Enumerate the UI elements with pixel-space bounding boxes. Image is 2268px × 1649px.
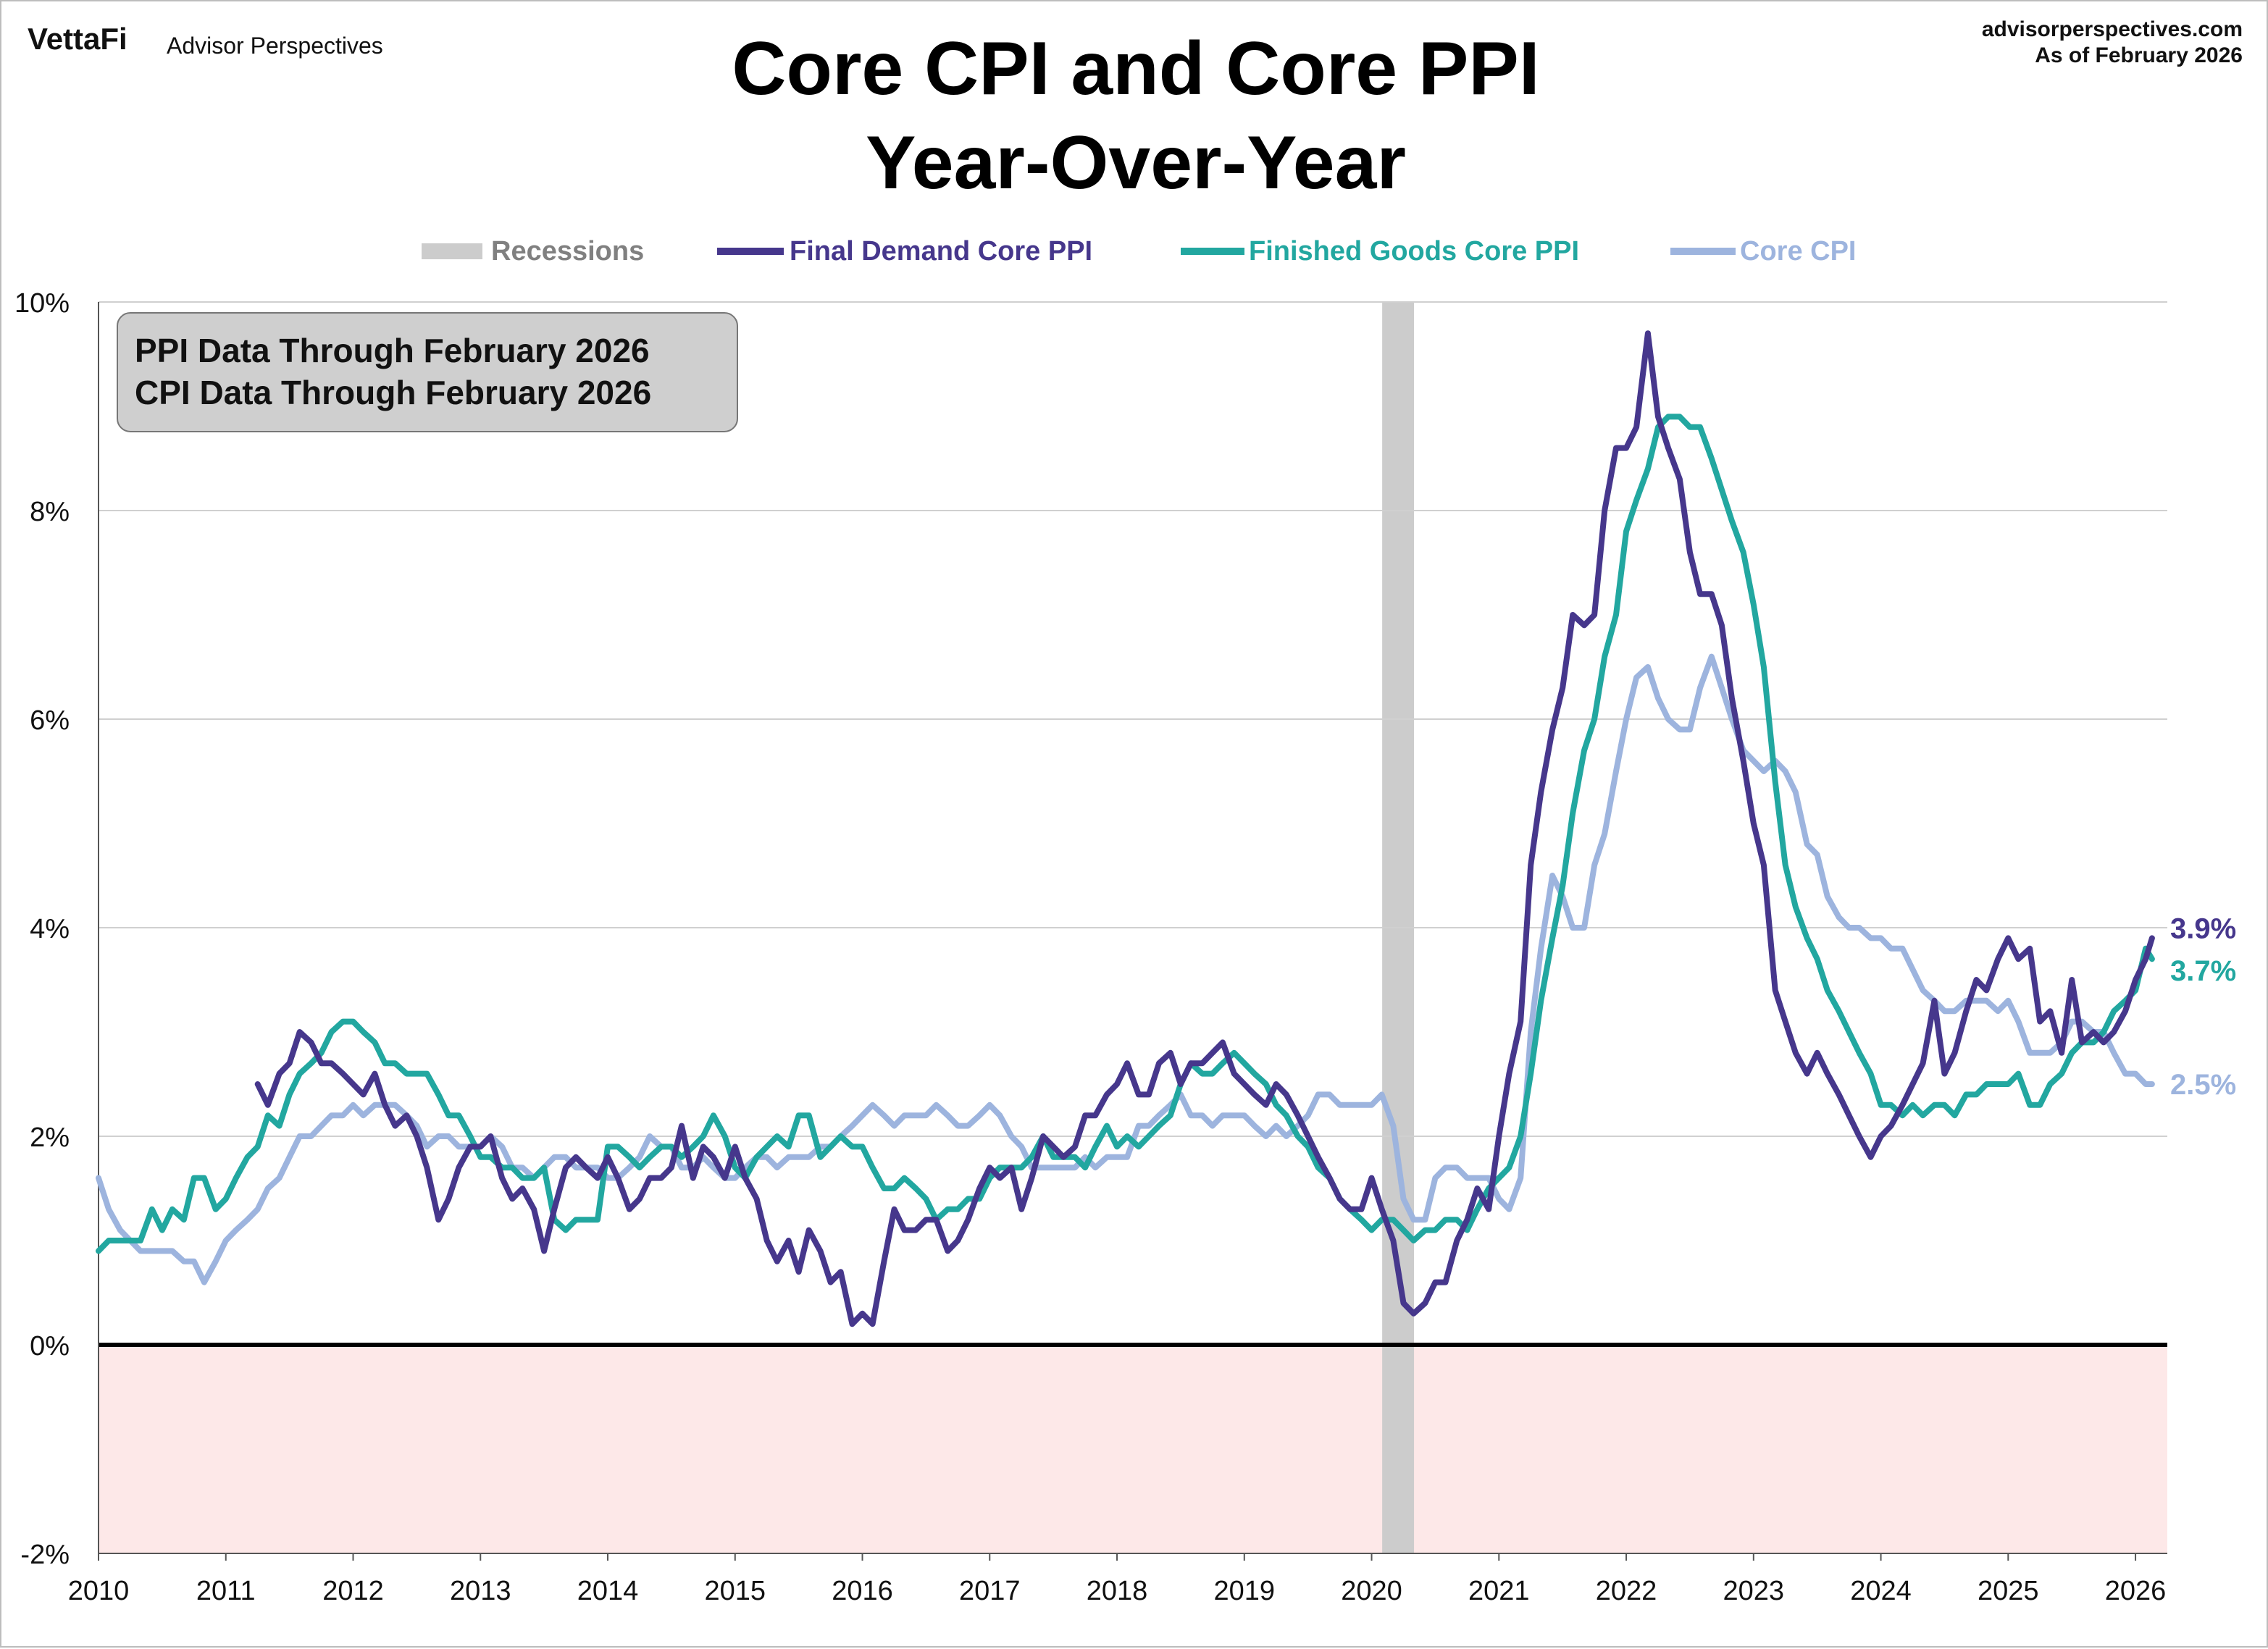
y-tick-label: 8% <box>30 497 70 527</box>
legend-item-final-demand: Final Demand Core PPI <box>717 236 1092 267</box>
x-tick-label: 2026 <box>2105 1576 2167 1606</box>
x-tick-label: 2023 <box>1723 1576 1785 1606</box>
note-cpi-through: CPI Data Through February 2026 <box>135 374 651 411</box>
y-tick-label: 0% <box>30 1331 70 1361</box>
as-of-date: As of February 2026 <box>2035 43 2243 67</box>
source-site: advisorperspectives.com <box>1982 17 2243 41</box>
y-tick-label: 4% <box>30 914 70 944</box>
y-tick-label: 10% <box>14 288 70 319</box>
series-lines <box>96 330 2155 1327</box>
chart-title-line-2: Year-Over-Year <box>866 121 1406 205</box>
vettafi-logo: VettaFi <box>28 22 127 56</box>
series-line-core-cpi <box>96 653 2155 1285</box>
brand-name: Advisor Perspectives <box>167 33 383 59</box>
x-tick-labels: 2010 2011 2012 2013 2014 2015 2016 2017 2018 2019… <box>68 1576 2167 1606</box>
x-tick-label: 2022 <box>1596 1576 1657 1606</box>
x-tick-label: 2025 <box>1978 1576 2039 1606</box>
series-line-finished-goods-core-ppi <box>96 414 2155 1254</box>
note-ppi-through: PPI Data Through February 2026 <box>135 332 650 369</box>
data-note-box: PPI Data Through February 2026 CPI Data … <box>117 312 738 432</box>
x-tick-label: 2015 <box>704 1576 766 1606</box>
legend-item-core-cpi: Core CPI <box>1670 236 1856 267</box>
y-tick-labels: -2% 0% 2% 4% 6% 8% 10% <box>14 288 70 1570</box>
legend-item-recessions: Recessions <box>422 236 644 267</box>
x-tick-label: 2012 <box>322 1576 384 1606</box>
x-tick-label: 2016 <box>832 1576 893 1606</box>
legend-label-core-cpi: Core CPI <box>1740 236 1856 267</box>
y-tick-label: 2% <box>30 1123 70 1153</box>
negative-zone <box>99 1345 2167 1553</box>
legend-label-final-demand: Final Demand Core PPI <box>790 236 1092 267</box>
x-tick-label: 2019 <box>1214 1576 1276 1606</box>
y-tick-label: 6% <box>30 705 70 736</box>
legend-label-recessions: Recessions <box>491 236 644 267</box>
x-tick-label: 2013 <box>450 1576 511 1606</box>
series-line-final-demand-core-ppi <box>254 330 2155 1327</box>
x-tick-label: 2018 <box>1087 1576 1148 1606</box>
legend: Recessions Final Demand Core PPI Finishe… <box>422 236 1856 267</box>
legend-label-finished-goods: Finished Goods Core PPI <box>1249 236 1579 267</box>
legend-item-finished-goods: Finished Goods Core PPI <box>1181 236 1579 267</box>
end-label-finished-goods-core-ppi: 3.7% <box>2170 955 2236 987</box>
y-tick-label: -2% <box>20 1540 70 1570</box>
legend-swatch-recessions <box>422 243 482 259</box>
x-tick-label: 2020 <box>1341 1576 1402 1606</box>
axes <box>98 302 2167 1561</box>
end-value-labels: 3.9% 3.7% 2.5% <box>2170 912 2236 1101</box>
end-label-core-cpi: 2.5% <box>2170 1069 2236 1101</box>
data-note-background <box>117 312 738 432</box>
negative-zone-layer <box>99 1345 2167 1553</box>
chart-title-line-1: Core CPI and Core PPI <box>732 27 1539 111</box>
x-tick-label: 2021 <box>1468 1576 1530 1606</box>
x-tick-label: 2011 <box>196 1576 256 1606</box>
x-tick-label: 2024 <box>1850 1576 1912 1606</box>
end-label-final-demand-core-ppi: 3.9% <box>2170 912 2236 944</box>
x-tick-label: 2017 <box>959 1576 1021 1606</box>
x-tick-label: 2010 <box>68 1576 130 1606</box>
x-tick-label: 2014 <box>577 1576 639 1606</box>
